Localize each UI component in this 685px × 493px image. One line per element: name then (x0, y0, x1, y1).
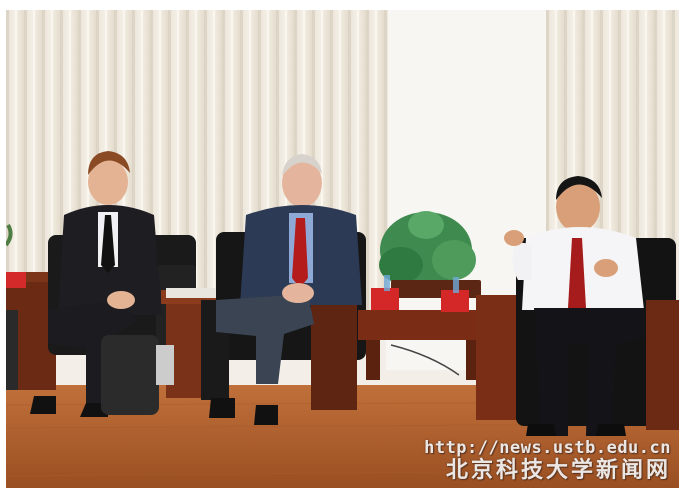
name-plate-center-right (441, 290, 469, 312)
meeting-room-photo (6, 10, 679, 488)
center-table (358, 310, 488, 340)
name-plate-left (6, 272, 26, 288)
watermark-url: http://news.ustb.edu.cn (424, 438, 671, 458)
backpack (101, 335, 159, 415)
person-older-man (209, 154, 362, 425)
side-table-right (476, 295, 521, 420)
watermark-org-name: 北京科技大学新闻网 (445, 458, 671, 483)
person-host-man (504, 176, 646, 436)
person-young-man (30, 151, 174, 417)
name-plate-center-left (371, 288, 399, 310)
photo-frame: http://news.ustb.edu.cn 北京科技大学新闻网 (6, 10, 679, 488)
